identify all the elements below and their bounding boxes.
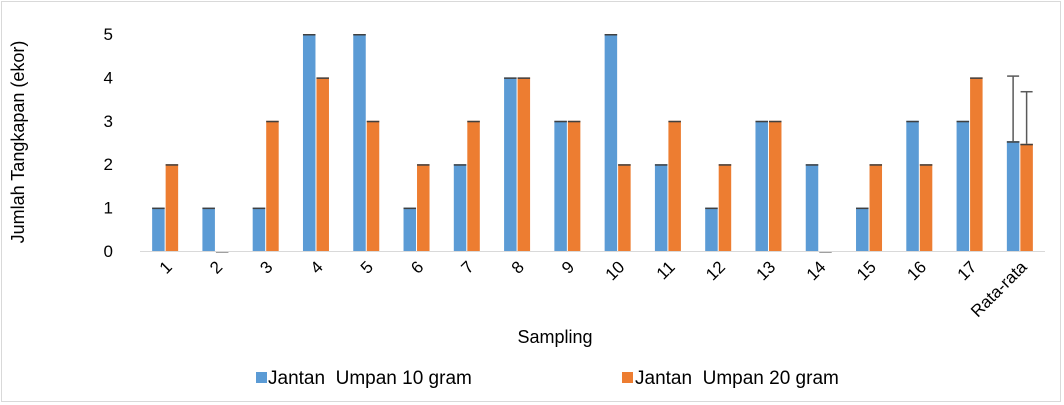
bar-series-1: [906, 120, 919, 251]
bar-series-2: [266, 120, 279, 251]
bar-series-1: [705, 207, 718, 251]
y-axis-title: Jumlah Tangkapan (ekor): [8, 41, 28, 244]
bar-series-1: [956, 120, 970, 251]
x-tick-label: 15: [853, 257, 880, 284]
bar-series-2: [366, 120, 380, 251]
x-tick-label: 6: [407, 257, 427, 277]
bar-series-2: [970, 77, 983, 252]
x-tick-label: 4: [307, 257, 327, 277]
y-tick-label: 5: [104, 25, 113, 44]
x-tick-label: 8: [508, 257, 528, 277]
bar-series-1: [302, 34, 316, 251]
y-tick-label: 3: [104, 112, 113, 131]
bar-series-2: [165, 164, 179, 251]
x-tick-label: 2: [206, 257, 226, 277]
x-tick-label: 16: [903, 257, 930, 284]
y-tick-label: 2: [104, 155, 113, 174]
x-tick-label: Rata-rata: [967, 257, 1031, 321]
bar-series-2: [919, 164, 933, 251]
bar-series-1: [654, 164, 668, 251]
bar-series-1: [755, 120, 768, 251]
x-tick-label: 13: [752, 257, 779, 284]
x-axis-title: Sampling: [517, 327, 592, 347]
bar-series-1: [453, 164, 467, 251]
x-tick-label: 9: [558, 257, 578, 277]
bar-series-2: [417, 164, 430, 251]
bar-series-1: [504, 77, 517, 252]
x-tick-label: 1: [156, 257, 176, 277]
x-tick-label: 11: [653, 257, 679, 283]
x-tick-label: 3: [256, 257, 276, 277]
bar-series-1: [152, 207, 165, 251]
bar-series-1: [252, 207, 266, 251]
bar-series-2: [567, 120, 581, 251]
bar-series-2: [668, 120, 681, 251]
bar-series-2: [869, 164, 883, 251]
bar-series-2: [618, 164, 631, 251]
bar-series-1: [805, 164, 819, 251]
legend-label-series-1: Jantan Umpan 10 gram: [268, 368, 472, 389]
bar-series-1: [604, 34, 618, 251]
y-tick-label: 4: [104, 68, 113, 87]
y-tick-label: 1: [104, 199, 113, 218]
x-tick-label: 17: [954, 257, 981, 284]
x-tick-label: 14: [803, 257, 830, 284]
legend-swatch-series-1: [256, 372, 267, 383]
bar-series-1: [554, 120, 567, 251]
bar-series-2: [1020, 143, 1033, 251]
legend-swatch-series-2: [622, 372, 633, 383]
x-tick-label: 12: [702, 257, 729, 284]
bar-series-1: [403, 207, 417, 251]
bar-series-1: [856, 207, 869, 251]
legend-label-series-2: Jantan Umpan 20 gram: [635, 368, 839, 389]
bar-series-1: [353, 34, 366, 251]
x-tick-label: 5: [357, 257, 377, 277]
bar-series-1: [202, 207, 215, 251]
bars: [152, 34, 1033, 253]
bar-series-2: [316, 77, 329, 252]
bar-series-2: [467, 120, 480, 251]
y-axis: 0 1 2 3 4 5: [104, 25, 113, 261]
x-tick-label: 7: [458, 257, 478, 277]
legend: Jantan Umpan 10 gram Jantan Umpan 20 gra…: [256, 368, 839, 389]
bar-series-2: [517, 77, 531, 252]
y-tick-label: 0: [104, 242, 113, 261]
x-tick-label: 10: [602, 257, 629, 284]
bar-series-2: [718, 164, 732, 251]
bar-series-2: [768, 120, 782, 251]
bar-series-1: [1006, 141, 1020, 251]
